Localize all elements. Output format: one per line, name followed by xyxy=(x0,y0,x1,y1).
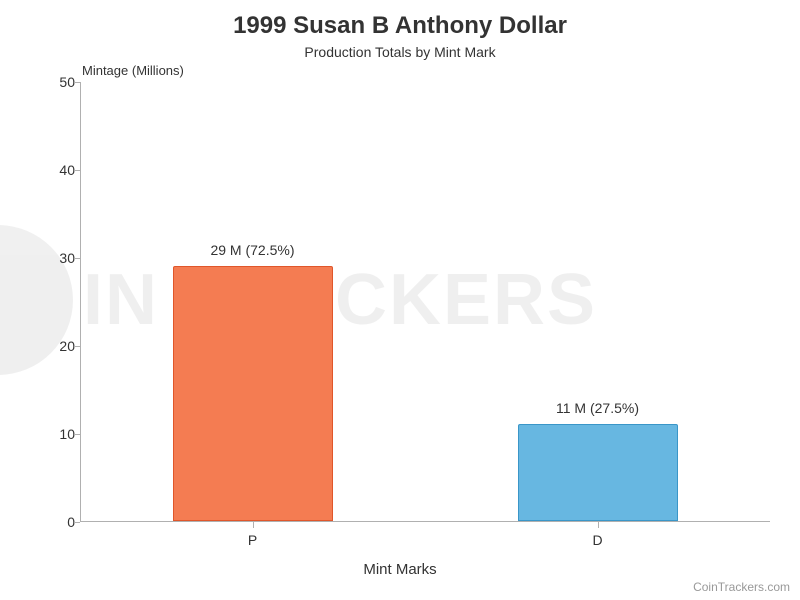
ytick-mark xyxy=(74,522,80,523)
ytick-mark xyxy=(74,170,80,171)
chart-container: IN TRACKERS 1999 Susan B Anthony Dollar … xyxy=(0,0,800,600)
bar xyxy=(518,424,678,521)
bar-value-label: 29 M (72.5%) xyxy=(153,242,353,258)
ytick-label: 20 xyxy=(45,338,75,354)
ytick-mark xyxy=(74,82,80,83)
ytick-mark xyxy=(74,258,80,259)
xtick-label: P xyxy=(248,532,257,548)
ytick-label: 0 xyxy=(45,514,75,530)
chart-subtitle: Production Totals by Mint Mark xyxy=(0,44,800,60)
ytick-label: 50 xyxy=(45,74,75,90)
ytick-label: 10 xyxy=(45,426,75,442)
xaxis-label: Mint Marks xyxy=(0,561,800,578)
yaxis-line xyxy=(80,82,81,521)
bar xyxy=(173,266,333,521)
ytick-mark xyxy=(74,434,80,435)
xtick-label: D xyxy=(592,532,602,548)
yaxis-label: Mintage (Millions) xyxy=(82,63,184,78)
ytick-mark xyxy=(74,346,80,347)
xtick-mark xyxy=(598,522,599,528)
chart-title: 1999 Susan B Anthony Dollar xyxy=(0,12,800,40)
xtick-mark xyxy=(253,522,254,528)
bar-value-label: 11 M (27.5%) xyxy=(498,400,698,416)
plot-area: 0102030405029 M (72.5%)11 M (27.5%) xyxy=(80,82,770,522)
credit-text: CoinTrackers.com xyxy=(693,580,790,594)
ytick-label: 30 xyxy=(45,250,75,266)
ytick-label: 40 xyxy=(45,162,75,178)
